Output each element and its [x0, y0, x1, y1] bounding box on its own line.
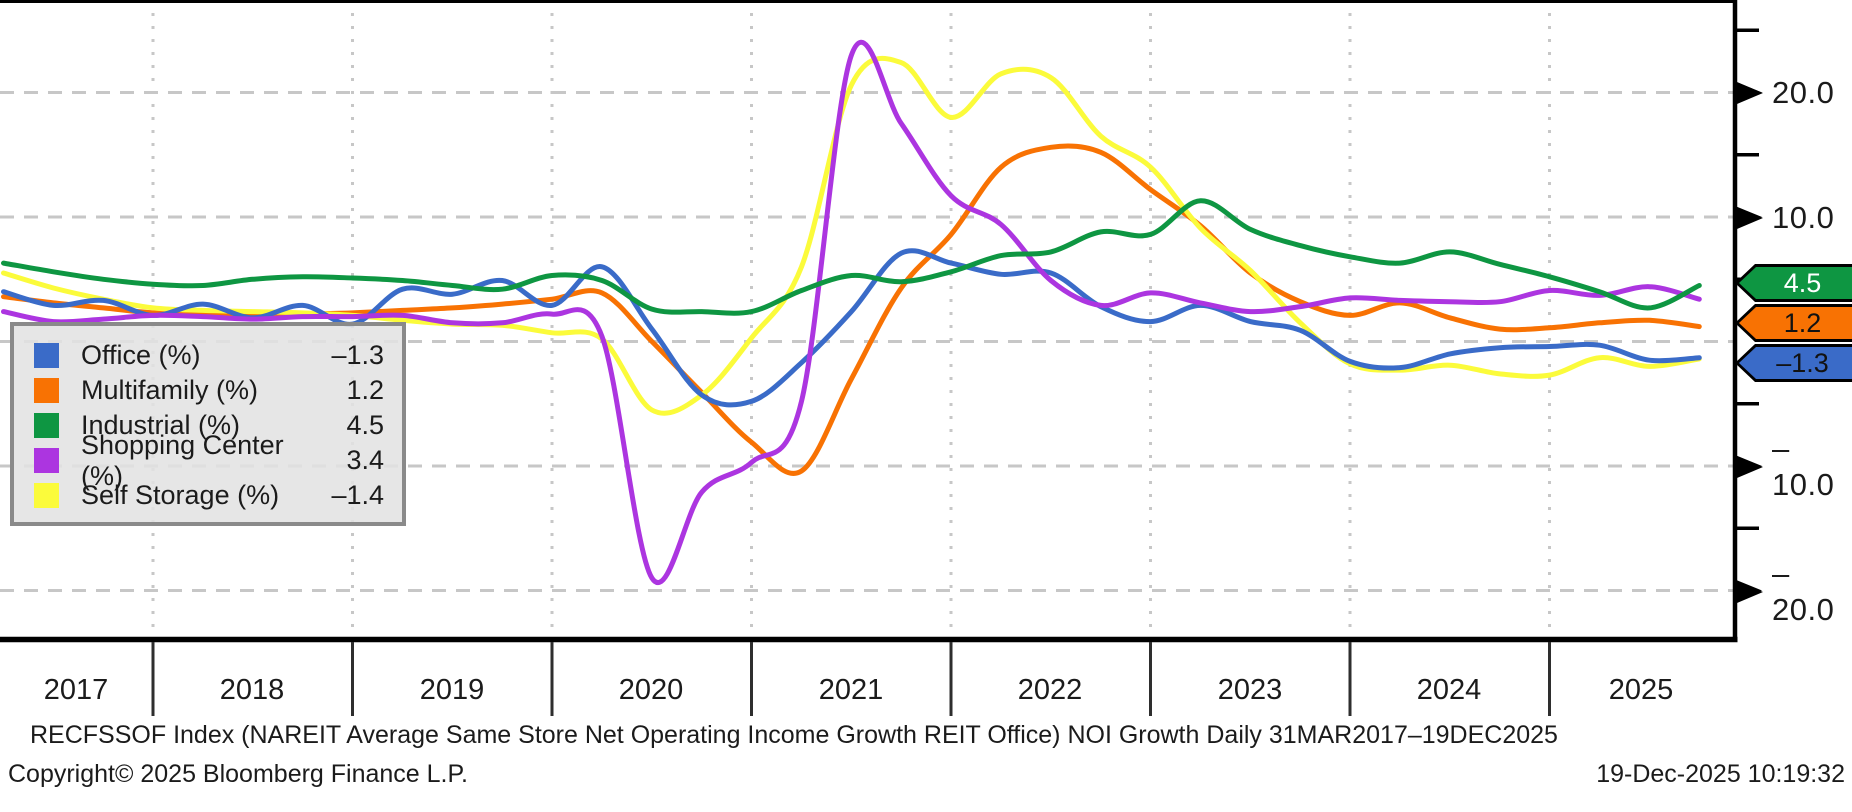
y-axis-label-neg10: –10.0 [1737, 431, 1852, 502]
self-storage-swatch-icon [34, 483, 59, 508]
chart-description: RECFSSOF Index (NAREIT Average Same Stor… [30, 721, 1558, 749]
shopping-center-swatch-icon [34, 448, 59, 473]
chart-legend: Office (%) –1.3 Multifamily (%) 1.2 Indu… [10, 322, 406, 526]
office-swatch-icon [34, 343, 59, 368]
x-axis-label-2021: 2021 [818, 674, 884, 706]
series-line-office [1, 248, 1702, 408]
legend-value: 4.5 [346, 410, 384, 440]
x-axis-label-2024: 2024 [1416, 674, 1482, 706]
y-tick-arrow-icon [1737, 456, 1763, 478]
series-line-shopping-center [1, 39, 1702, 585]
y-axis-label-10: 10.0 [1737, 200, 1834, 235]
x-axis-label-2023: 2023 [1217, 674, 1283, 706]
last-value-tag-multifamily: 1.2 [1735, 304, 1852, 342]
legend-label: Self Storage (%) [81, 480, 280, 510]
x-axis-label-2022: 2022 [1017, 674, 1083, 706]
multifamily-swatch-icon [34, 378, 59, 403]
last-value-tag-office: –1.3 [1735, 344, 1852, 382]
legend-item-multifamily[interactable]: Multifamily (%) 1.2 [34, 373, 384, 408]
x-axis-label-2019: 2019 [419, 674, 485, 706]
y-tick-arrow-icon [1737, 207, 1763, 229]
copyright-text: Copyright© 2025 Bloomberg Finance L.P. [8, 760, 468, 788]
y-tick-arrow-icon [1737, 581, 1763, 603]
legend-value: 1.2 [346, 375, 384, 405]
legend-label: Industrial (%) [81, 410, 241, 440]
legend-value: 3.4 [346, 445, 384, 475]
legend-item-shopping-center[interactable]: Shopping Center (%) 3.4 [34, 430, 384, 491]
series-line-industrial [1, 198, 1702, 316]
x-axis-label-2017: 2017 [43, 674, 109, 706]
legend-item-office[interactable]: Office (%) –1.3 [34, 338, 384, 373]
legend-label: Multifamily (%) [81, 375, 259, 405]
last-value-tag-industrial: 4.5 [1735, 264, 1852, 302]
legend-item-self-storage[interactable]: Self Storage (%) –1.4 [34, 478, 384, 513]
y-axis-label-neg20: –20.0 [1737, 556, 1852, 627]
y-tick-arrow-icon [1737, 82, 1763, 104]
legend-label: Shopping Center (%) [81, 429, 284, 491]
legend-value: –1.3 [331, 340, 384, 370]
timestamp-text: 19-Dec-2025 10:19:32 [1596, 760, 1845, 788]
industrial-swatch-icon [34, 413, 59, 438]
legend-value: –1.4 [331, 480, 384, 510]
x-axis-label-2025: 2025 [1608, 674, 1674, 706]
legend-label: Office (%) [81, 340, 201, 370]
legend-item-industrial[interactable]: Industrial (%) 4.5 [34, 408, 384, 443]
y-axis-label-20: 20.0 [1737, 75, 1834, 110]
x-axis-label-2020: 2020 [618, 674, 684, 706]
x-axis-label-2018: 2018 [219, 674, 285, 706]
